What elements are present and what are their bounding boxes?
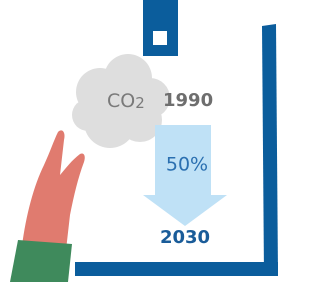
- reduction-label: 50%: [166, 154, 208, 176]
- frame-right: [262, 24, 278, 276]
- top-tab: [143, 0, 178, 56]
- gas-label: CO2: [107, 90, 145, 112]
- from-year: 1990: [163, 90, 213, 111]
- down-arrow: [143, 125, 227, 226]
- cuff: [10, 240, 72, 282]
- hand: [22, 130, 85, 250]
- frame-bottom: [75, 262, 278, 276]
- to-year: 2030: [160, 227, 210, 248]
- tab-window: [153, 31, 167, 45]
- illustration: CO2 1990 50% 2030: [0, 0, 280, 282]
- page: CO2 1990 50% 2030 (() => { const data = …: [0, 0, 280, 282]
